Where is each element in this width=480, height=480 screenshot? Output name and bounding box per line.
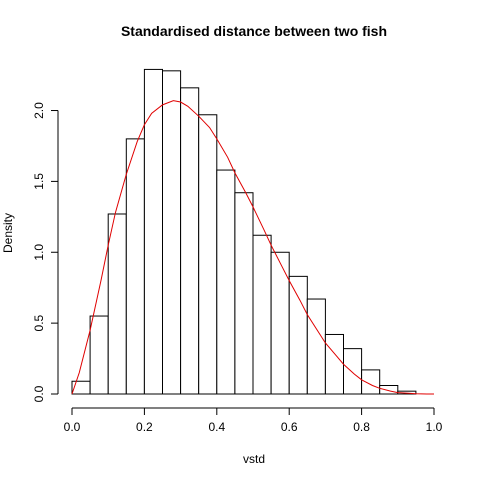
histogram-bar	[143, 68, 163, 395]
histogram-bar	[288, 275, 308, 395]
histogram-bars	[71, 68, 417, 395]
histogram-bar	[343, 348, 363, 395]
x-axis-label: vstd	[243, 452, 265, 466]
y-axis: 0.0 0.5 1.0 1.5 2.0	[32, 102, 59, 402]
y-axis-label: Density	[1, 213, 15, 253]
x-tick-label: 0.4	[208, 420, 225, 434]
y-tick-label: 2.0	[32, 102, 46, 119]
x-tick-label: 0.2	[136, 420, 153, 434]
y-tick-label: 0.0	[32, 385, 46, 402]
histogram-bar	[306, 298, 326, 395]
histogram-bar	[216, 169, 236, 395]
histogram-bar	[180, 87, 200, 395]
histogram-bar	[125, 138, 145, 395]
histogram-bar	[270, 251, 290, 395]
y-tick-label: 1.0	[32, 244, 46, 261]
x-tick-label: 0.8	[353, 420, 370, 434]
histogram-bar	[198, 114, 218, 395]
histogram-bar	[324, 333, 344, 395]
chart-title: Standardised distance between two fish	[121, 23, 387, 39]
histogram-bar	[234, 192, 254, 395]
x-tick-label: 0.6	[281, 420, 298, 434]
y-tick-label: 1.5	[32, 173, 46, 190]
x-axis: 0.0 0.2 0.4 0.6 0.8 1.0	[64, 407, 443, 434]
x-tick-label: 1.0	[426, 420, 443, 434]
y-tick-label: 0.5	[32, 314, 46, 331]
histogram-bar	[162, 70, 182, 395]
histogram-bar	[107, 213, 127, 395]
histogram-bar	[71, 380, 91, 395]
histogram-bar	[361, 369, 381, 395]
histogram-bar	[252, 234, 272, 395]
density-curve	[71, 100, 434, 395]
x-tick-label: 0.0	[64, 420, 81, 434]
histogram-bar	[379, 385, 399, 395]
histogram-bar	[89, 315, 109, 395]
